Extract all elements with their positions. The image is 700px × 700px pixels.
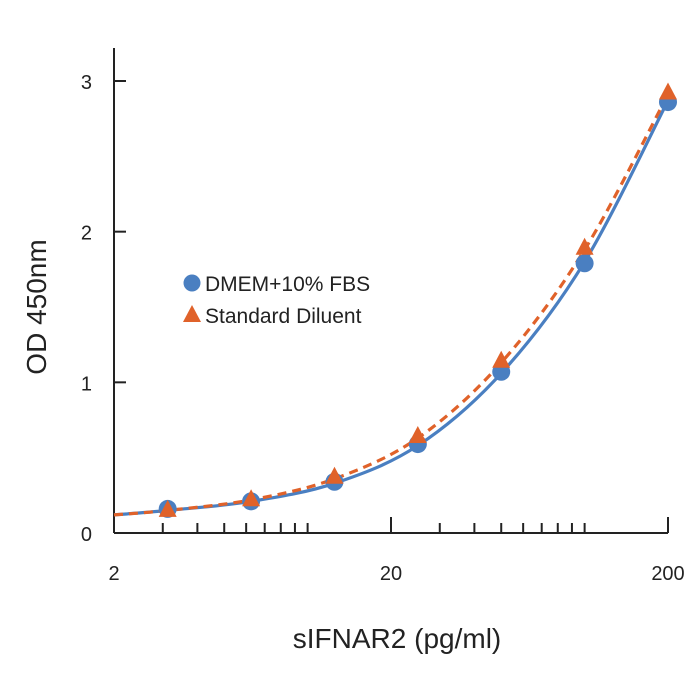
x-axis-title: sIFNAR2 (pg/ml) [293, 623, 501, 654]
legend-label-1: DMEM+10% FBS [205, 273, 370, 296]
series-2-point [408, 426, 427, 443]
series-2-point [158, 499, 177, 517]
series-2-point [242, 489, 261, 507]
legend: DMEM+10% FBS Standard Diluent [183, 273, 370, 328]
axes-layer: 0 1 2 3 2 20 200 [81, 48, 685, 585]
series-2-point [492, 350, 511, 368]
y-tick-label: 2 [81, 223, 92, 245]
x-tick-label: 20 [380, 563, 402, 585]
data-points [158, 82, 677, 518]
legend-label-2: Standard Diluent [205, 305, 362, 328]
series-1-point [575, 254, 594, 273]
legend-marker-2 [183, 305, 201, 322]
series-2-point [325, 466, 344, 484]
y-tick-label: 3 [81, 72, 92, 94]
x-tick-label: 2 [108, 563, 119, 585]
y-tick-label: 0 [81, 524, 92, 546]
fit-curves [113, 93, 670, 517]
legend-marker-1 [183, 274, 201, 292]
y-tick-label: 1 [81, 373, 92, 395]
series-2-fit-line [113, 93, 670, 517]
x-tick-label: 200 [651, 563, 684, 585]
y-axis-title: OD 450nm [21, 239, 52, 374]
series-2-point [659, 82, 677, 100]
series-2-point [575, 237, 594, 255]
